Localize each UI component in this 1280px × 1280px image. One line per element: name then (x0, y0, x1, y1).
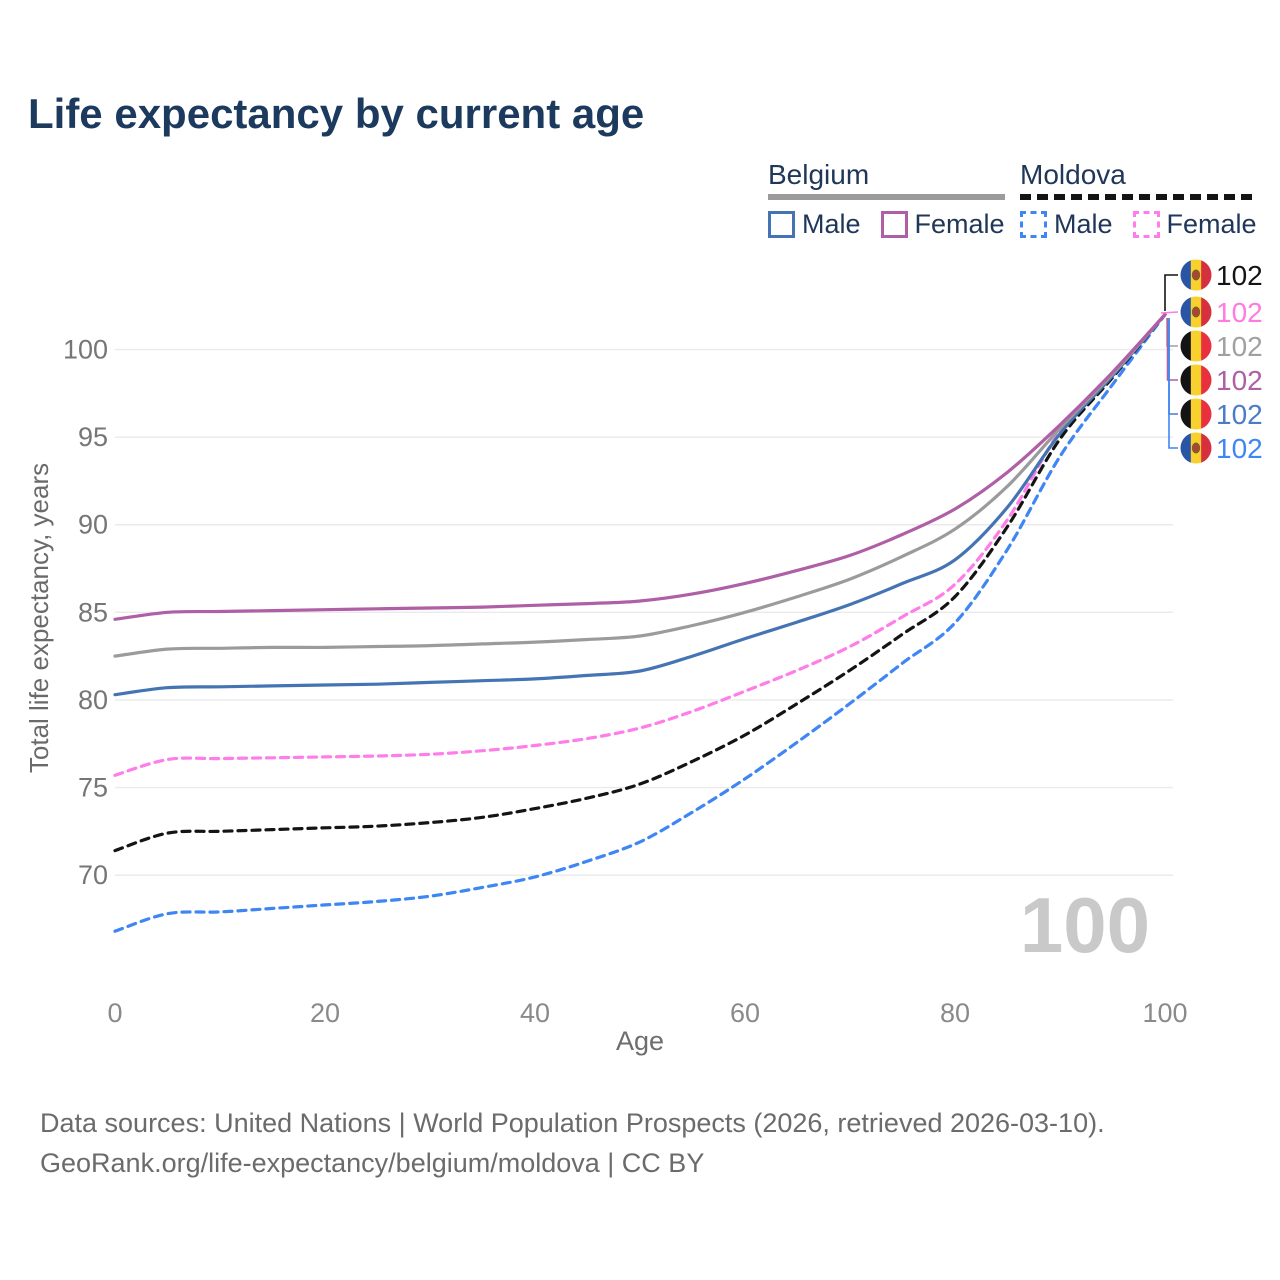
series-line-moldova-female (113, 312, 1167, 777)
y-tick-label-80: 80 (78, 685, 108, 715)
legend-item-belgium-male[interactable]: Male (768, 209, 861, 240)
x-tick-label-80: 80 (940, 998, 970, 1028)
end-label-connector-moldova (1164, 274, 1178, 311)
belgium-male-swatch-icon (768, 210, 795, 238)
legend-moldova-header[interactable]: Moldova (1020, 159, 1257, 200)
y-tick-label-70: 70 (78, 860, 108, 890)
end-label-connector-moldova-female (1160, 311, 1179, 314)
legend-item-belgium-female[interactable]: Female (880, 208, 1005, 240)
legend-moldova-male-label: Male (1054, 208, 1113, 239)
page-title: Life expectancy by current age (28, 90, 645, 137)
flag-icon-belgium (1180, 330, 1212, 362)
end-label-connector-belgium-male (1168, 318, 1178, 415)
series-line-moldova-male (113, 312, 1167, 933)
flag-icon-belgium (1180, 398, 1212, 430)
legend-belgium-female-label: Female (914, 208, 1005, 239)
legend-belgium-male-label: Male (802, 208, 861, 239)
end-label-connector-moldova-male (1168, 320, 1178, 449)
end-label-connector-belgium-female (1166, 318, 1178, 381)
end-label-value-belgium: 102 (1216, 331, 1263, 362)
y-tick-label-75: 75 (78, 773, 108, 803)
footer-data-sources: Data sources: United Nations | World Pop… (40, 1108, 1105, 1138)
end-label-value-moldova-male: 102 (1216, 433, 1263, 464)
x-tick-label-60: 60 (730, 998, 760, 1028)
x-axis-title: Age (616, 1026, 664, 1056)
y-tick-label-100: 100 (63, 335, 108, 365)
x-tick-label-40: 40 (520, 998, 550, 1028)
legend-item-moldova-male[interactable]: Male (1020, 209, 1113, 240)
legend-belgium-label: Belgium (768, 159, 870, 190)
age-watermark: 100 (1020, 881, 1150, 969)
legend-belgium: Belgium Male Female (768, 159, 1005, 240)
belgium-line-style-swatch (768, 193, 1005, 200)
flag-icon-moldova (1180, 296, 1212, 328)
y-tick-label-85: 85 (78, 597, 108, 627)
x-tick-label-0: 0 (107, 998, 122, 1028)
moldova-line-style-swatch (1020, 193, 1257, 200)
moldova-female-swatch-icon (1132, 210, 1160, 238)
flag-icon-belgium (1180, 364, 1212, 396)
footer-attribution: GeoRank.org/life-expectancy/belgium/mold… (40, 1148, 705, 1178)
series-line-belgium-male (113, 312, 1167, 697)
y-tick-label-90: 90 (78, 510, 108, 540)
end-label-value-belgium-female: 102 (1216, 365, 1263, 396)
legend-moldova: Moldova Male Female (1020, 159, 1257, 240)
flag-icon-moldova (1180, 259, 1212, 291)
end-label-value-moldova: 102 (1216, 260, 1263, 291)
x-tick-label-100: 100 (1142, 998, 1187, 1028)
series-line-belgium-female (113, 312, 1167, 621)
legend-moldova-female-label: Female (1166, 208, 1257, 239)
x-tick-label-20: 20 (310, 998, 340, 1028)
legend-item-moldova-female[interactable]: Female (1132, 208, 1257, 240)
end-label-value-moldova-female: 102 (1216, 297, 1263, 328)
moldova-male-swatch-icon (1020, 210, 1047, 238)
y-tick-label-95: 95 (78, 422, 108, 452)
y-axis-title: Total life expectancy, years (24, 463, 54, 773)
belgium-female-swatch-icon (880, 210, 908, 238)
flag-icon-moldova (1180, 432, 1212, 464)
series-line-belgium (113, 312, 1167, 658)
legend-belgium-header[interactable]: Belgium (768, 159, 1005, 200)
legend-moldova-label: Moldova (1020, 159, 1126, 190)
series-line-moldova (113, 312, 1167, 853)
end-label-value-belgium-male: 102 (1216, 399, 1263, 430)
